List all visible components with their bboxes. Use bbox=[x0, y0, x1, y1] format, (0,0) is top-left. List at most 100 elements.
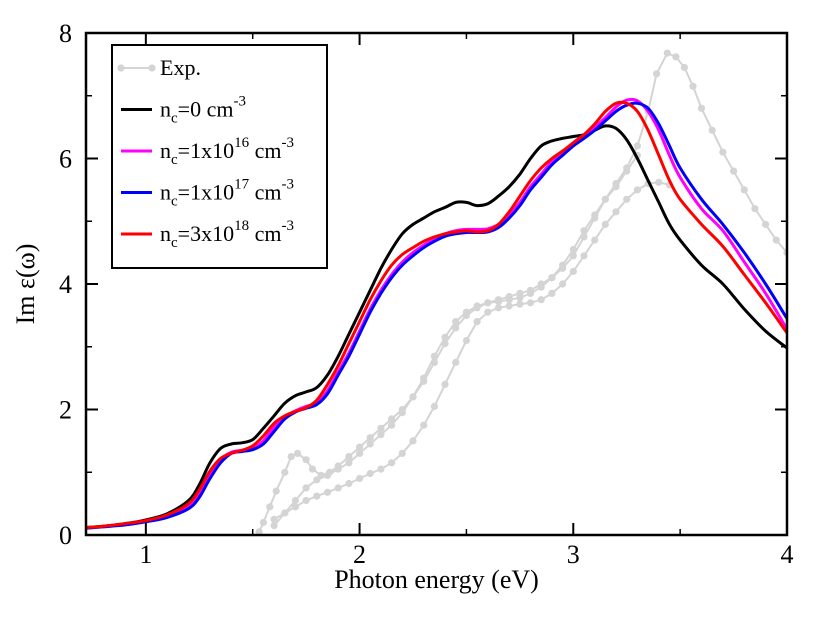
exp-data-point bbox=[569, 245, 577, 254]
exp-data-point bbox=[697, 104, 706, 112]
exp-data-point bbox=[366, 469, 374, 478]
legend-label-part: c bbox=[171, 235, 178, 251]
exp-data-point bbox=[751, 205, 759, 213]
legend-label-part: =1x10 bbox=[178, 138, 234, 163]
exp-data-point bbox=[612, 183, 620, 191]
y-tick-label: 8 bbox=[59, 19, 72, 48]
exp-data-point bbox=[255, 528, 263, 535]
exp-data-point bbox=[680, 63, 689, 72]
exp-data-point bbox=[516, 300, 524, 308]
exp-data-point bbox=[653, 70, 661, 78]
x-tick-label: 2 bbox=[353, 540, 366, 569]
exp-data-point bbox=[270, 522, 278, 530]
legend-label-part: c bbox=[171, 111, 178, 127]
exp-data-point bbox=[591, 236, 599, 244]
legend-label-nc1e16: nc=1x1016 cm-3 bbox=[160, 135, 294, 168]
exp-data-point bbox=[663, 49, 671, 57]
exp-data-point bbox=[623, 167, 631, 175]
legend-label-part: n bbox=[160, 180, 171, 205]
exp-data-point bbox=[313, 476, 321, 484]
x-tick-label: 4 bbox=[781, 540, 794, 569]
exp-data-point bbox=[388, 459, 396, 467]
exp-data-point bbox=[612, 208, 620, 216]
y-tick-label: 2 bbox=[59, 396, 72, 425]
exp-data-point bbox=[287, 453, 295, 461]
exp-data-point bbox=[356, 449, 364, 457]
exp-data-point bbox=[740, 186, 748, 194]
x-axis-title: Photon energy (eV) bbox=[334, 565, 539, 594]
legend-label-part: 18 bbox=[234, 218, 249, 234]
legend-label-part: -3 bbox=[281, 218, 294, 234]
y-tick-label: 0 bbox=[59, 521, 72, 550]
legend-label-part: c bbox=[171, 152, 178, 168]
exp-data-point bbox=[452, 324, 460, 332]
exp-data-point bbox=[672, 53, 680, 61]
legend-label-exp: Exp. bbox=[160, 55, 201, 80]
exp-data-point bbox=[398, 409, 406, 417]
exp-data-point bbox=[473, 318, 481, 326]
legend-label-part: n bbox=[160, 138, 171, 163]
y-tick-label: 4 bbox=[59, 270, 72, 299]
legend-label-part: 16 bbox=[234, 135, 250, 151]
exp-data-point bbox=[633, 186, 642, 194]
legend-label-part: n bbox=[160, 221, 171, 246]
exp-data-point bbox=[334, 465, 342, 473]
exp-data-point bbox=[537, 296, 545, 304]
exp-data-point bbox=[484, 299, 492, 307]
exp-data-point bbox=[559, 280, 567, 288]
legend-label-nc0: nc=0 cm-3 bbox=[160, 94, 246, 127]
exp-data-point bbox=[719, 148, 727, 156]
exp-data-point bbox=[441, 333, 449, 341]
series-lines-layer bbox=[86, 97, 787, 530]
legend-label-part: =3x10 bbox=[178, 221, 234, 246]
exp-data-point bbox=[291, 496, 299, 505]
legend-label-part: n bbox=[160, 97, 171, 122]
exp-data-point bbox=[505, 302, 513, 310]
legend-label-nc3e18: nc=3x1018 cm-3 bbox=[160, 218, 294, 251]
exp-data-point bbox=[591, 211, 599, 219]
exp-data-point bbox=[526, 299, 535, 307]
legend-label-part: cm bbox=[249, 138, 281, 163]
exp-data-point bbox=[569, 267, 577, 275]
exp-data-point bbox=[266, 503, 274, 511]
series-line-nc0 bbox=[86, 124, 787, 529]
legend-marker bbox=[148, 64, 156, 72]
exp-data-point bbox=[655, 178, 663, 186]
exp-data-point bbox=[345, 459, 353, 467]
exp-data-point bbox=[313, 492, 321, 500]
legend-label-part: =1x10 bbox=[178, 180, 234, 205]
exp-data-point bbox=[516, 294, 524, 302]
legend-label-part: -3 bbox=[281, 135, 294, 151]
exp-data-point bbox=[409, 437, 417, 445]
legend-label-part: cm bbox=[249, 221, 281, 246]
exp-data-point bbox=[420, 421, 428, 429]
exp-data-point bbox=[302, 484, 310, 492]
exp-data-point bbox=[580, 227, 588, 235]
exp-data-point bbox=[281, 468, 289, 476]
exp-data-point bbox=[308, 465, 317, 473]
axis-ticks: 1 2 3 4 0 2 4 6 8 bbox=[59, 19, 794, 569]
y-axis-title: Im ε(ω) bbox=[11, 244, 40, 325]
exp-data-point bbox=[291, 503, 299, 511]
exp-data-point bbox=[259, 518, 267, 527]
exp-data-point bbox=[377, 424, 385, 432]
exp-data-point bbox=[494, 298, 503, 306]
exp-data-point bbox=[420, 374, 428, 382]
exp-data-point bbox=[505, 296, 513, 304]
exp-data-point bbox=[294, 449, 302, 457]
legend-marker bbox=[117, 64, 125, 72]
series-line-nc3e18 bbox=[86, 100, 787, 529]
exp-data-point bbox=[323, 471, 332, 479]
x-tick-label: 3 bbox=[567, 540, 580, 569]
legend-label-part: c bbox=[171, 194, 178, 210]
exp-data-point bbox=[388, 421, 396, 429]
exp-data-point bbox=[601, 220, 609, 228]
exp-data-point bbox=[730, 167, 738, 175]
exp-data-point bbox=[441, 380, 449, 388]
exp-data-point bbox=[494, 304, 503, 312]
legend-label-part: -3 bbox=[281, 177, 294, 193]
exp-data-point bbox=[633, 142, 642, 150]
legend-label-part: cm bbox=[249, 180, 281, 205]
exp-data-point bbox=[345, 479, 353, 488]
